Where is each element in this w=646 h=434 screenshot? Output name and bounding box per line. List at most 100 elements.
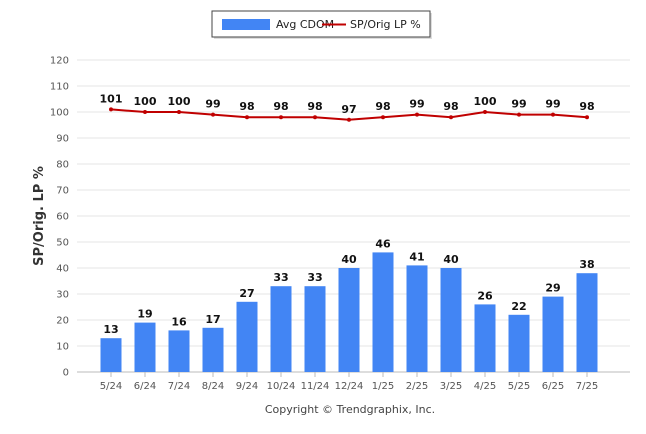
bar-avg-cdom bbox=[100, 338, 122, 372]
y-tick-label: 10 bbox=[56, 342, 69, 353]
y-tick-label: 0 bbox=[63, 368, 69, 379]
bar-data-label: 27 bbox=[239, 287, 254, 300]
line-data-label: 99 bbox=[545, 98, 560, 111]
y-tick-label: 100 bbox=[50, 108, 69, 119]
y-tick-label: 60 bbox=[56, 212, 69, 223]
line-data-label: 98 bbox=[307, 100, 322, 113]
line-series: 101 100 100 99 98 98 98 97 98 99 98 100 99 99 98 bbox=[100, 92, 595, 122]
y-tick-label: 30 bbox=[56, 290, 69, 301]
line-data-label: 98 bbox=[443, 100, 458, 113]
y-axis-title: SP/Orig. LP % bbox=[32, 166, 47, 266]
bar-avg-cdom bbox=[338, 268, 360, 372]
bar-data-label: 46 bbox=[375, 237, 391, 250]
line-data-label: 100 bbox=[474, 95, 497, 108]
bar-data-label: 29 bbox=[545, 282, 560, 295]
bar-avg-cdom bbox=[440, 268, 462, 372]
line-point bbox=[585, 115, 589, 120]
x-tick-label: 2/25 bbox=[406, 381, 428, 392]
line-data-label: 98 bbox=[579, 100, 594, 113]
bar-avg-cdom bbox=[202, 327, 224, 372]
bar-data-label: 40 bbox=[443, 253, 459, 266]
line-data-label: 99 bbox=[205, 98, 220, 111]
y-tick-label: 120 bbox=[50, 56, 69, 67]
x-tick-label: 6/25 bbox=[542, 381, 564, 392]
line-data-label: 99 bbox=[511, 98, 526, 111]
x-tick-label: 12/24 bbox=[335, 381, 364, 392]
bar-avg-cdom bbox=[406, 265, 428, 372]
y-tick-label: 50 bbox=[56, 238, 69, 249]
y-tick-label: 110 bbox=[50, 82, 69, 93]
bar-avg-cdom bbox=[542, 296, 564, 372]
line-point bbox=[245, 115, 249, 120]
bar-avg-cdom bbox=[168, 330, 190, 372]
x-tick-label: 5/24 bbox=[100, 381, 122, 392]
bars: 13 19 16 17 27 33 33 40 46 41 40 26 22 29 38 bbox=[100, 237, 598, 372]
x-tick-label: 7/25 bbox=[576, 381, 598, 392]
line-point bbox=[211, 112, 215, 117]
x-tick-label: 3/25 bbox=[440, 381, 462, 392]
line-data-label: 98 bbox=[375, 100, 390, 113]
bar-avg-cdom bbox=[576, 273, 598, 372]
copyright-footer: Copyright © Trendgraphix, Inc. bbox=[265, 403, 435, 416]
bar-data-label: 33 bbox=[273, 271, 288, 284]
legend: Avg CDOM SP/Orig LP % bbox=[211, 10, 432, 39]
x-tick-label: 10/24 bbox=[267, 381, 296, 392]
bar-avg-cdom bbox=[236, 301, 258, 372]
y-tick-label: 70 bbox=[56, 186, 69, 197]
bar-data-label: 13 bbox=[103, 323, 118, 336]
x-tick-label: 9/24 bbox=[236, 381, 258, 392]
line-point bbox=[381, 115, 385, 120]
bar-data-label: 22 bbox=[511, 300, 526, 313]
line-point bbox=[449, 115, 453, 120]
y-tick-labels: 0 10 20 30 40 50 60 70 80 90 100 110 120 bbox=[50, 56, 69, 379]
line-point bbox=[483, 110, 487, 114]
bar-data-label: 19 bbox=[137, 308, 152, 321]
bar-data-label: 17 bbox=[205, 313, 220, 326]
bar-data-label: 16 bbox=[171, 315, 187, 328]
bar-avg-cdom bbox=[134, 322, 156, 372]
x-tick-label: 4/25 bbox=[474, 381, 496, 392]
x-tick-label: 8/24 bbox=[202, 381, 224, 392]
bar-data-label: 40 bbox=[341, 253, 357, 266]
x-tick-label: 7/24 bbox=[168, 381, 190, 392]
y-tick-label: 80 bbox=[56, 160, 69, 171]
line-data-label: 101 bbox=[100, 92, 123, 105]
bar-data-label: 26 bbox=[477, 289, 493, 302]
x-tick-label: 6/24 bbox=[134, 381, 156, 392]
bar-data-label: 38 bbox=[579, 258, 594, 271]
line-data-label: 97 bbox=[341, 103, 356, 116]
line-data-label: 98 bbox=[239, 100, 254, 113]
bar-avg-cdom bbox=[474, 304, 496, 372]
x-tick-label: 1/25 bbox=[372, 381, 394, 392]
line-data-label: 98 bbox=[273, 100, 288, 113]
line-point bbox=[177, 110, 181, 114]
line-point bbox=[143, 110, 147, 114]
bar-data-label: 33 bbox=[307, 271, 322, 284]
bar-data-label: 41 bbox=[409, 250, 424, 263]
x-tick-label: 11/24 bbox=[301, 381, 330, 392]
x-tick-labels: 5/24 6/24 7/24 8/24 9/24 10/24 11/24 12/24 1/25 2… bbox=[100, 372, 598, 392]
line-point bbox=[517, 112, 521, 117]
legend-bar-swatch bbox=[222, 19, 270, 30]
y-tick-label: 90 bbox=[56, 134, 69, 145]
line-point bbox=[551, 112, 555, 117]
bar-avg-cdom bbox=[270, 286, 292, 372]
legend-label-sp-orig-lp: SP/Orig LP % bbox=[350, 18, 421, 31]
line-point bbox=[313, 115, 317, 120]
bar-avg-cdom bbox=[304, 286, 326, 372]
line-point bbox=[415, 112, 419, 117]
line-point bbox=[279, 115, 283, 120]
y-tick-label: 40 bbox=[56, 264, 69, 275]
bar-avg-cdom bbox=[372, 252, 394, 372]
line-point bbox=[347, 117, 351, 122]
x-tick-label: 5/25 bbox=[508, 381, 530, 392]
y-tick-label: 20 bbox=[56, 316, 69, 327]
line-point bbox=[109, 107, 113, 112]
line-data-label: 100 bbox=[168, 95, 191, 108]
legend-label-avg-cdom: Avg CDOM bbox=[276, 18, 334, 31]
line-data-label: 100 bbox=[134, 95, 157, 108]
line-data-label: 99 bbox=[409, 98, 424, 111]
bar-avg-cdom bbox=[508, 314, 530, 372]
